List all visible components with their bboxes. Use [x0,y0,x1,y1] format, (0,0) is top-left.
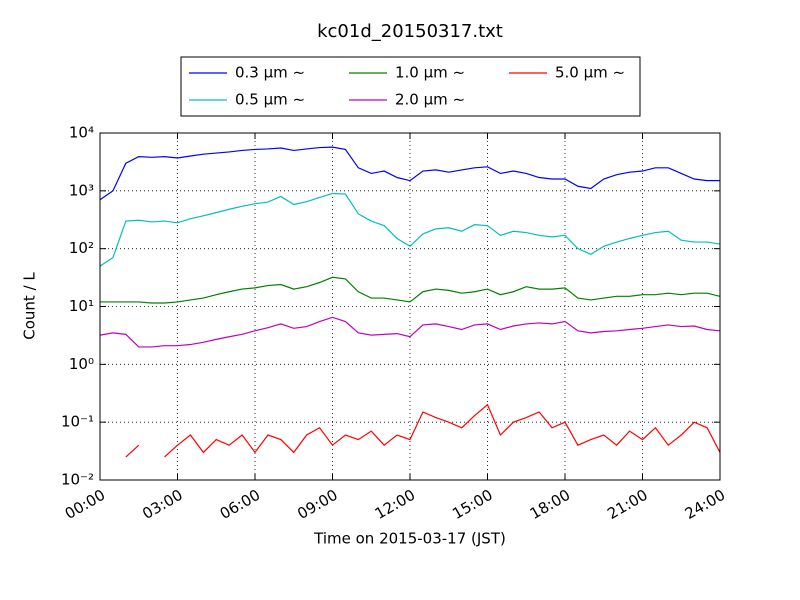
series-line [100,192,720,267]
y-tick-label: 10⁰ [69,355,94,373]
legend-label: 5.0 μm ∼ [555,64,625,82]
series-line [125,403,720,458]
y-tick-label: 10² [69,239,94,257]
chart-title: kc01d_20150317.txt [317,21,503,42]
y-tick-label: 10⁻¹ [61,413,94,431]
legend-label: 1.0 μm ∼ [395,64,465,82]
legend-label: 0.3 μm ∼ [235,64,305,82]
series-line [100,276,720,304]
plot-frame [99,132,721,481]
y-tick-label: 10³ [69,181,94,199]
legend-box [180,56,641,117]
y-tick-label: 10⁻² [61,471,94,489]
legend-label: 0.5 μm ∼ [235,91,305,109]
legend-label: 2.0 μm ∼ [395,91,465,109]
y-tick-label: 10⁴ [69,124,94,142]
series-line [100,146,720,201]
x-axis-label: Time on 2015-03-17 (JST) [313,530,506,548]
series-line [100,316,720,348]
y-tick-label: 10¹ [69,297,94,315]
y-axis-label: Count / L [21,272,39,340]
